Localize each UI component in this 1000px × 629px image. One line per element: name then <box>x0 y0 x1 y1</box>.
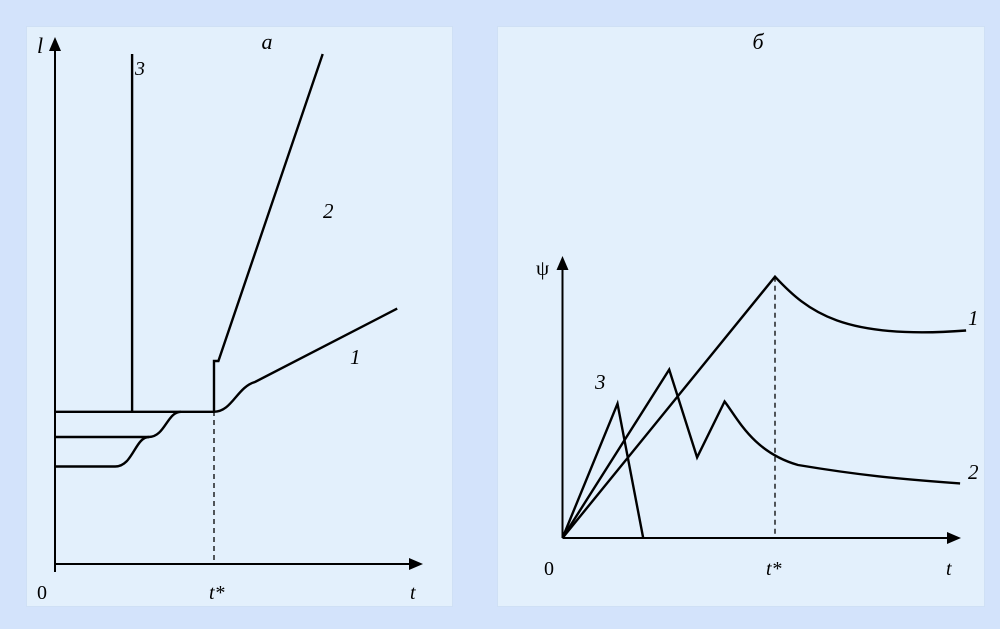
svg-text:0: 0 <box>37 582 47 604</box>
svg-text:t: t <box>946 558 952 580</box>
svg-text:1: 1 <box>350 345 361 369</box>
svg-text:0: 0 <box>544 558 554 580</box>
svg-text:t: t <box>410 582 416 604</box>
svg-text:1: 1 <box>968 306 979 330</box>
svg-text:2: 2 <box>323 199 334 223</box>
svg-text:3: 3 <box>594 370 606 394</box>
svg-text:2: 2 <box>968 460 979 484</box>
svg-text:t*: t* <box>766 558 782 580</box>
svg-text:a: a <box>262 29 273 54</box>
svg-text:ψ: ψ <box>536 256 549 280</box>
svg-text:б: б <box>752 29 764 54</box>
svg-text:l: l <box>37 33 43 58</box>
svg-text:t*: t* <box>209 582 225 604</box>
svg-text:3: 3 <box>134 58 145 80</box>
